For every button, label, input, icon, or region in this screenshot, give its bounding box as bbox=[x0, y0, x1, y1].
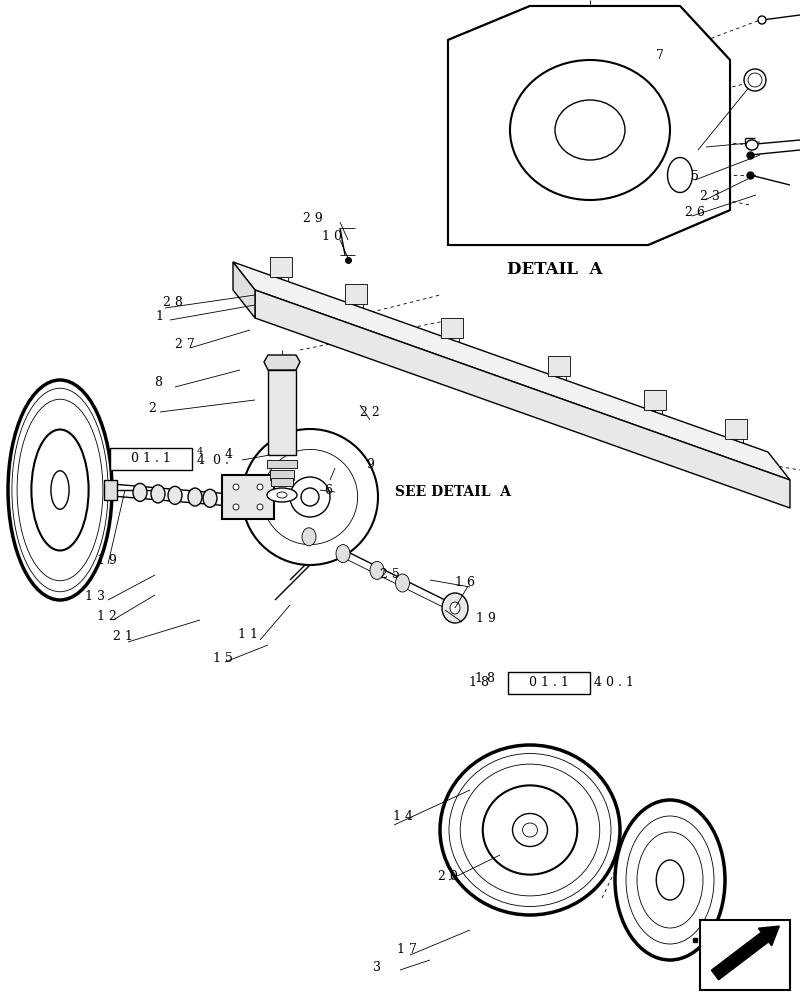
Polygon shape bbox=[270, 470, 294, 480]
Text: SEE DETAIL  A: SEE DETAIL A bbox=[394, 485, 511, 499]
Bar bbox=[699, 920, 789, 990]
Text: 4  0 .: 4 0 . bbox=[197, 454, 229, 468]
Text: 7: 7 bbox=[655, 49, 663, 62]
Polygon shape bbox=[104, 480, 117, 500]
Ellipse shape bbox=[202, 489, 217, 507]
Ellipse shape bbox=[757, 16, 765, 24]
Text: 1 8: 1 8 bbox=[475, 672, 495, 686]
Text: 4: 4 bbox=[225, 448, 233, 462]
Ellipse shape bbox=[31, 430, 88, 550]
Text: 2 9: 2 9 bbox=[303, 212, 322, 225]
Text: 8: 8 bbox=[154, 376, 161, 389]
Ellipse shape bbox=[168, 486, 181, 504]
Text: 1 8: 1 8 bbox=[468, 676, 488, 690]
Bar bbox=[110, 448, 192, 470]
Polygon shape bbox=[255, 290, 789, 508]
Text: 5: 5 bbox=[690, 170, 698, 183]
Ellipse shape bbox=[747, 73, 761, 87]
Ellipse shape bbox=[8, 380, 112, 600]
Ellipse shape bbox=[233, 504, 238, 510]
Polygon shape bbox=[724, 419, 746, 439]
Polygon shape bbox=[643, 390, 666, 410]
Text: 9: 9 bbox=[365, 458, 373, 472]
Text: 2 5: 2 5 bbox=[380, 568, 399, 582]
Polygon shape bbox=[548, 356, 569, 376]
Text: 1 7: 1 7 bbox=[397, 943, 417, 956]
Ellipse shape bbox=[336, 545, 349, 563]
Text: 6: 6 bbox=[324, 484, 332, 496]
Polygon shape bbox=[270, 257, 291, 277]
Polygon shape bbox=[344, 284, 366, 304]
Ellipse shape bbox=[666, 158, 691, 193]
Ellipse shape bbox=[277, 492, 287, 498]
Polygon shape bbox=[267, 370, 296, 455]
Polygon shape bbox=[271, 478, 292, 486]
Polygon shape bbox=[441, 318, 463, 338]
Ellipse shape bbox=[257, 504, 263, 510]
Text: 1 9: 1 9 bbox=[475, 612, 495, 626]
Text: 1 4: 1 4 bbox=[393, 810, 413, 823]
Text: 1 1: 1 1 bbox=[238, 629, 258, 642]
Text: 4: 4 bbox=[197, 448, 203, 456]
Polygon shape bbox=[233, 262, 789, 480]
Text: 2 3: 2 3 bbox=[699, 190, 719, 202]
Polygon shape bbox=[263, 355, 300, 370]
Ellipse shape bbox=[509, 60, 669, 200]
Text: 2 8: 2 8 bbox=[163, 296, 182, 310]
Text: 0 1 . 1: 0 1 . 1 bbox=[131, 452, 171, 466]
Text: 1 5: 1 5 bbox=[213, 652, 233, 664]
FancyArrow shape bbox=[711, 926, 778, 980]
Text: 2 0: 2 0 bbox=[438, 870, 457, 883]
Text: 2: 2 bbox=[148, 402, 156, 416]
Ellipse shape bbox=[655, 860, 683, 900]
Ellipse shape bbox=[151, 485, 165, 503]
Ellipse shape bbox=[554, 100, 624, 160]
Ellipse shape bbox=[290, 477, 329, 517]
Text: 0 1 . 1: 0 1 . 1 bbox=[528, 676, 569, 690]
Bar bbox=[507, 672, 589, 694]
Ellipse shape bbox=[450, 602, 459, 614]
Ellipse shape bbox=[369, 561, 384, 579]
Ellipse shape bbox=[439, 745, 619, 915]
Text: 1 6: 1 6 bbox=[454, 576, 475, 589]
Ellipse shape bbox=[614, 800, 724, 960]
Ellipse shape bbox=[188, 488, 202, 506]
Ellipse shape bbox=[743, 69, 765, 91]
Ellipse shape bbox=[300, 488, 319, 506]
Ellipse shape bbox=[522, 823, 537, 837]
Ellipse shape bbox=[442, 593, 467, 623]
Ellipse shape bbox=[395, 574, 409, 592]
Text: 1 9: 1 9 bbox=[97, 554, 116, 566]
Ellipse shape bbox=[132, 483, 147, 501]
Text: 2 7: 2 7 bbox=[175, 338, 194, 352]
Polygon shape bbox=[267, 460, 296, 468]
Text: 1 0: 1 0 bbox=[321, 230, 341, 242]
Ellipse shape bbox=[482, 785, 577, 875]
Text: 1 2: 1 2 bbox=[97, 610, 116, 624]
Text: 2 1: 2 1 bbox=[113, 631, 132, 644]
Polygon shape bbox=[233, 262, 255, 318]
Ellipse shape bbox=[242, 429, 377, 565]
Text: 1: 1 bbox=[155, 310, 163, 324]
Ellipse shape bbox=[51, 471, 69, 509]
Text: 4 0 . 1: 4 0 . 1 bbox=[593, 676, 633, 690]
Polygon shape bbox=[222, 475, 274, 519]
Polygon shape bbox=[447, 6, 729, 245]
Ellipse shape bbox=[512, 813, 547, 846]
Ellipse shape bbox=[745, 140, 757, 150]
Ellipse shape bbox=[302, 528, 316, 546]
Text: 2 6: 2 6 bbox=[684, 206, 704, 219]
Text: 2 2: 2 2 bbox=[360, 406, 379, 420]
Ellipse shape bbox=[257, 484, 263, 490]
Ellipse shape bbox=[267, 488, 296, 502]
Text: 3: 3 bbox=[373, 961, 381, 974]
Ellipse shape bbox=[233, 484, 238, 490]
Text: DETAIL  A: DETAIL A bbox=[507, 261, 602, 278]
Text: 1 3: 1 3 bbox=[85, 589, 105, 602]
